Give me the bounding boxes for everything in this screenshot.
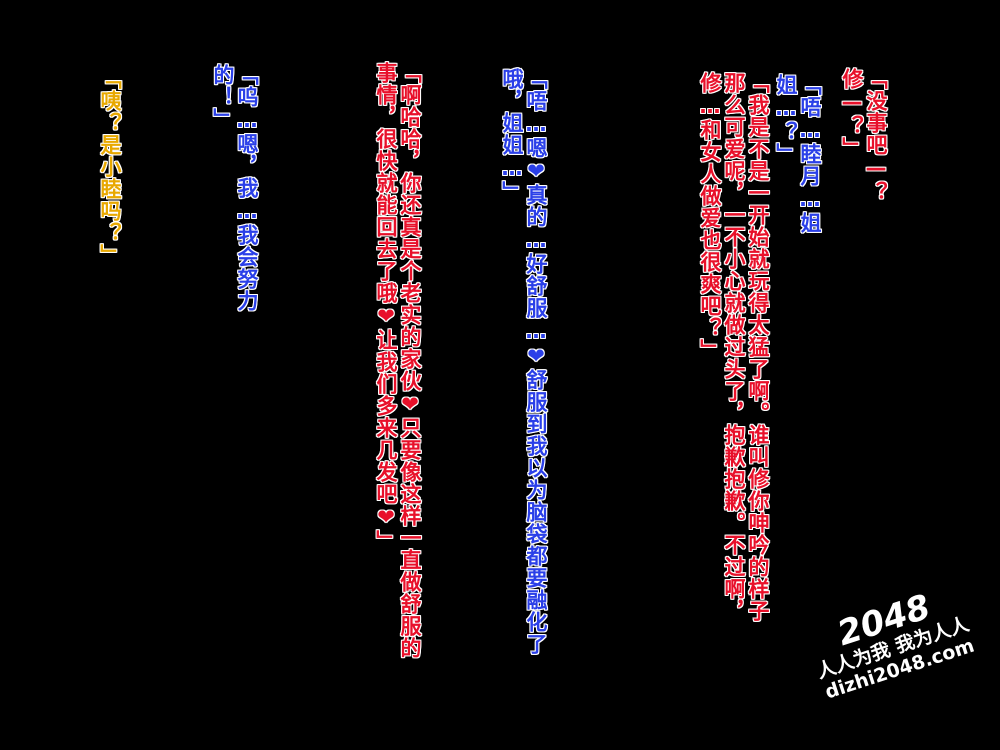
dialogue-line-6: 「呜…嗯，我…我会努力的！」 xyxy=(211,64,259,312)
site-watermark: 2048 人人为我 我为人人 dizhi2048.com xyxy=(793,576,1000,750)
dialogue-line-5: 「啊哈哈，你还真是个老实的家伙❤只要像这样一直做舒服的事情，很快就能回去了哦❤让… xyxy=(374,62,422,659)
dialogue-line-7: 「咦？是小睦吗？」 xyxy=(98,68,122,266)
dialogue-line-4: 「唔…嗯❤真的…好舒服…❤舒服到我以为脑袋都要融化了哦，姐姐…」 xyxy=(500,68,548,655)
dialogue-line-2: 「唔…睦月…姐姐…？」 xyxy=(774,74,822,234)
dialogue-line-3: 「我是不是一开始就玩得太猛了啊。谁叫修你呻吟的样子那么可爱呢，一不小心就做过头了… xyxy=(698,72,770,622)
dialogue-line-1: 「没事吧—？修—？」 xyxy=(840,68,888,203)
